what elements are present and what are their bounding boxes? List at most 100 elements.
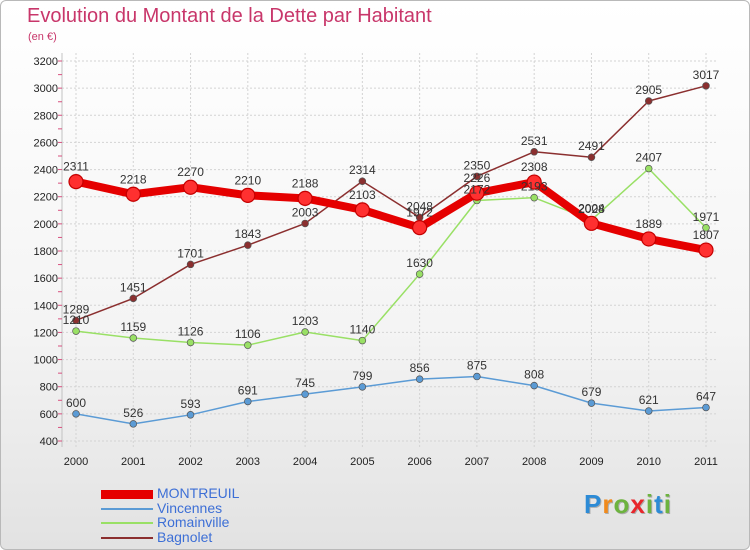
logo-letter: i: [663, 489, 672, 519]
data-point: [301, 219, 309, 228]
data-point: [240, 187, 256, 203]
data-label: 2193: [521, 180, 548, 194]
data-label: 2270: [177, 165, 204, 179]
data-point: [354, 202, 370, 218]
data-label: 2004: [578, 201, 605, 215]
legend-swatch: [101, 507, 153, 510]
data-label: 856: [410, 361, 430, 375]
data-label: 2311: [63, 160, 89, 174]
x-tick-label: 2006: [407, 456, 431, 468]
data-label: 2491: [578, 139, 605, 153]
legend-label: Romainville: [157, 514, 230, 530]
data-point: [297, 190, 313, 206]
legend-swatch: [101, 536, 153, 539]
legend-label: Vincennes: [157, 499, 223, 516]
y-tick-label: 3200: [34, 56, 58, 68]
y-tick-label: 800: [40, 382, 58, 394]
data-label: 799: [352, 369, 372, 383]
data-label: 647: [696, 389, 716, 403]
data-label: 2308: [521, 160, 548, 174]
data-label: 1807: [693, 228, 720, 242]
logo-letter: o: [613, 489, 631, 519]
data-label: 745: [295, 376, 315, 390]
legend-label: Bagnolet: [157, 528, 213, 545]
data-label: 1451: [120, 280, 147, 294]
data-point: [72, 327, 80, 335]
data-point: [129, 420, 138, 428]
data-point: [473, 172, 481, 181]
data-label: 593: [181, 397, 201, 411]
data-label: 1843: [234, 227, 261, 241]
data-point: [68, 174, 84, 190]
data-point: [698, 242, 714, 258]
data-label: 2531: [521, 134, 548, 148]
x-tick-label: 2008: [522, 456, 546, 468]
data-label: 1971: [693, 210, 720, 224]
data-label: 808: [524, 368, 544, 382]
series-line: [75, 167, 707, 346]
x-tick-label: 2007: [465, 456, 489, 468]
data-point: [412, 220, 428, 236]
series-line: [75, 375, 707, 425]
data-point: [72, 316, 80, 325]
data-label: 1889: [635, 217, 662, 231]
y-tick-label: 3000: [34, 83, 58, 95]
data-point: [644, 407, 653, 415]
data-label: 1210: [63, 313, 90, 327]
data-point: [469, 185, 485, 201]
y-tick-label: 400: [40, 436, 58, 448]
x-tick-label: 2010: [636, 456, 660, 468]
data-point: [415, 270, 424, 278]
proxiti-logo: Proxiti: [584, 489, 672, 520]
y-tick-label: 2800: [34, 110, 58, 122]
logo-letter: i: [645, 489, 655, 519]
y-tick-label: 1200: [34, 327, 58, 339]
y-tick-label: 600: [40, 409, 58, 421]
data-point: [641, 231, 657, 247]
data-point: [72, 410, 80, 418]
logo-letter: r: [602, 489, 614, 519]
data-point: [583, 215, 600, 231]
data-point: [702, 82, 710, 90]
data-label: 875: [467, 359, 487, 373]
data-point: [415, 375, 424, 383]
logo-letter: x: [630, 489, 646, 519]
legend-swatch: [101, 489, 153, 499]
data-label: 2003: [292, 205, 319, 219]
data-point: [702, 403, 710, 412]
data-label: 1140: [349, 323, 375, 337]
data-point: [358, 383, 367, 391]
data-label: 2407: [635, 151, 662, 165]
x-tick-label: 2005: [350, 456, 374, 468]
legend-label: MONTREUIL: [157, 485, 240, 501]
data-point: [358, 177, 367, 185]
data-label: 600: [66, 396, 86, 410]
data-label: 2048: [406, 199, 433, 213]
data-point: [244, 341, 252, 349]
data-point: [530, 148, 538, 156]
data-label: 3017: [693, 68, 720, 82]
y-tick-label: 1600: [34, 273, 58, 285]
data-label: 621: [639, 393, 659, 407]
chart-title: Evolution du Montant de la Dette par Hab…: [27, 5, 432, 27]
data-point: [702, 224, 710, 232]
data-label: 2314: [349, 163, 376, 177]
data-label: 1701: [177, 246, 204, 260]
data-point: [186, 411, 195, 419]
data-label: 691: [238, 384, 258, 398]
data-label: 2172: [464, 183, 491, 197]
data-label: 2905: [635, 83, 662, 97]
data-label: 2028: [578, 202, 605, 216]
x-tick-label: 2011: [694, 456, 718, 468]
series-line: [75, 85, 707, 322]
data-label: 1203: [292, 314, 319, 328]
data-label: 2226: [464, 171, 491, 185]
logo-letter: P: [584, 489, 603, 519]
x-tick-label: 2000: [64, 456, 88, 468]
x-tick-label: 2001: [121, 456, 145, 468]
data-label: 2218: [120, 172, 147, 186]
y-tick-label: 1400: [34, 300, 58, 312]
data-label: 2103: [349, 188, 376, 202]
data-point: [301, 328, 309, 336]
data-point: [644, 164, 653, 173]
